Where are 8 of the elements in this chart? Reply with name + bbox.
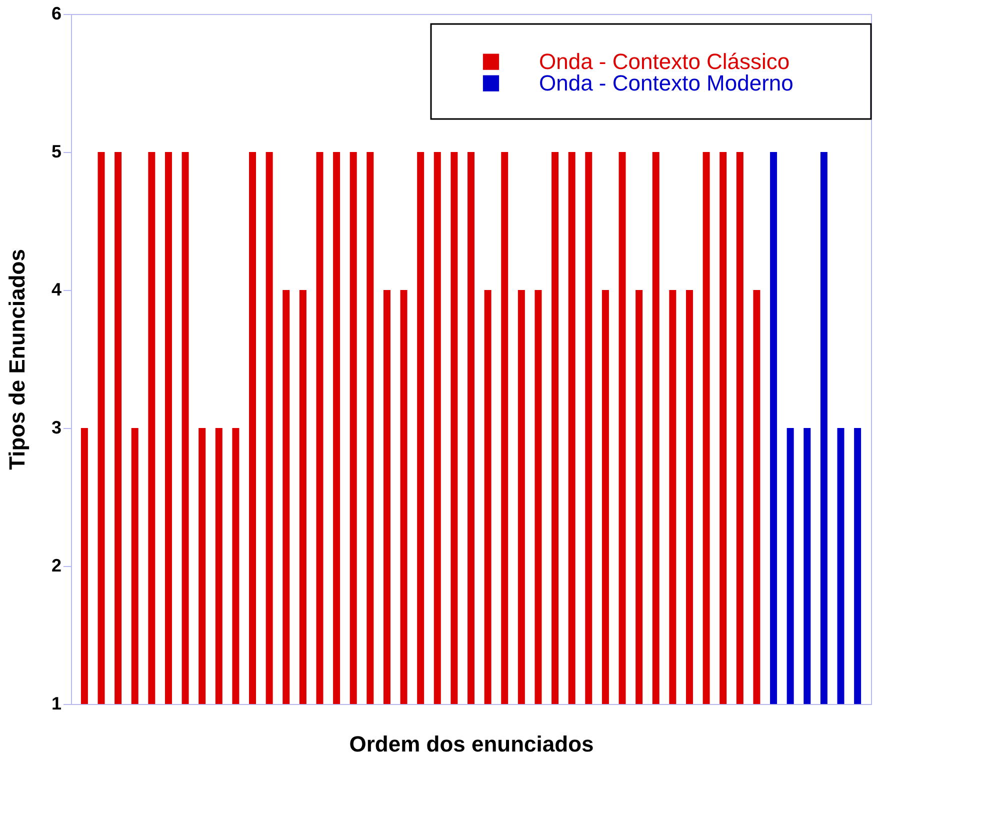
y-tick-label: 6 [51, 4, 62, 24]
y-axis-title: Tipos de Enunciados [4, 249, 30, 470]
y-tick-label: 4 [51, 280, 62, 300]
x-axis-title: Ordem dos enunciados [349, 732, 594, 756]
y-tick-label: 2 [51, 556, 62, 576]
y-tick-label: 3 [51, 418, 62, 438]
y-tick-label: 1 [51, 694, 62, 714]
y-tick-label: 5 [51, 142, 62, 162]
